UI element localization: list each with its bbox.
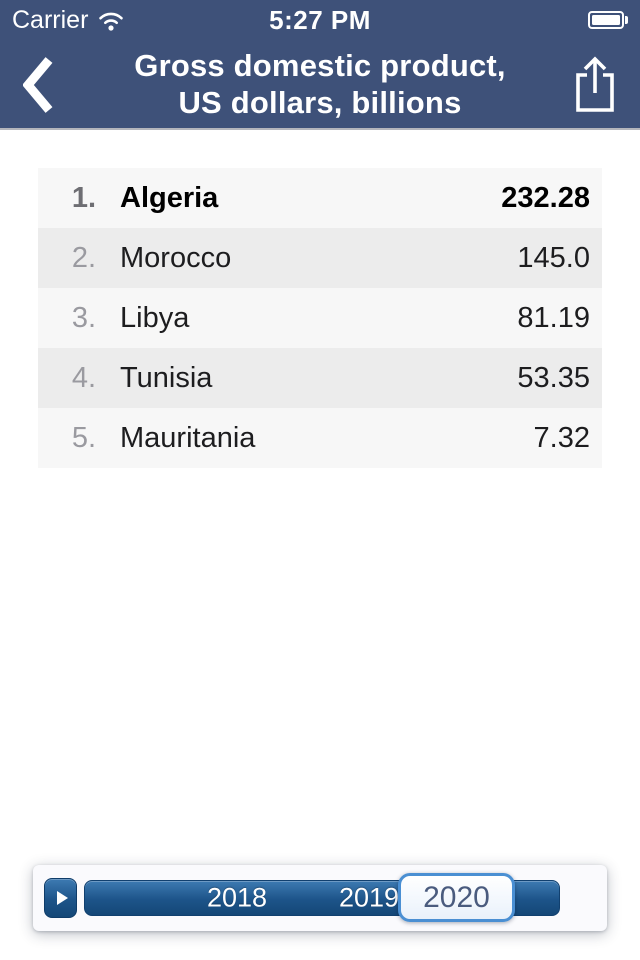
rank-label: 1. (71, 181, 96, 214)
battery-icon (588, 11, 628, 29)
carrier-label: Carrier (12, 5, 89, 34)
wifi-icon (99, 12, 124, 31)
page-title-line2: US dollars, billions (178, 85, 462, 120)
country-value: 145.0 (517, 241, 590, 274)
country-ranking-table: 1. Algeria 232.28 2. Morocco 145.0 3. Li… (38, 168, 602, 468)
year-toolbar: 2018 2019 2020 (33, 865, 607, 931)
country-value: 7.32 (533, 421, 590, 454)
country-name: Tunisia (120, 361, 213, 394)
table-row[interactable]: 5. Mauritania 7.32 (38, 408, 602, 468)
play-icon (56, 891, 68, 905)
rank-label: 3. (71, 301, 96, 334)
country-value: 53.35 (517, 361, 590, 394)
year-option-2019[interactable]: 2019 (338, 882, 400, 913)
nav-bar: Gross domestic product, US dollars, bill… (0, 40, 640, 130)
country-value: 81.19 (517, 301, 590, 334)
table-row[interactable]: 1. Algeria 232.28 (38, 168, 602, 228)
page-title-line1: Gross domestic product, (134, 48, 506, 83)
country-value: 232.28 (501, 181, 590, 214)
rank-label: 5. (71, 421, 96, 454)
table-row[interactable]: 3. Libya 81.19 (38, 288, 602, 348)
rank-label: 2. (71, 241, 96, 274)
chevron-left-icon (23, 57, 53, 113)
year-option-2018[interactable]: 2018 (206, 882, 268, 913)
rank-label: 4. (71, 361, 96, 394)
year-slider-thumb[interactable]: 2020 (398, 873, 515, 922)
country-name: Algeria (120, 181, 219, 214)
country-name: Morocco (120, 241, 232, 274)
play-button[interactable] (44, 878, 77, 918)
share-icon (576, 56, 614, 112)
table-row[interactable]: 2. Morocco 145.0 (38, 228, 602, 288)
country-name: Mauritania (120, 421, 256, 454)
status-bar: Carrier 5:27 PM (0, 0, 640, 40)
back-button[interactable] (14, 52, 62, 118)
table-row[interactable]: 4. Tunisia 53.35 (38, 348, 602, 408)
page-title: Gross domestic product, US dollars, bill… (80, 40, 560, 128)
clock-label: 5:27 PM (269, 4, 371, 35)
share-button[interactable] (566, 54, 624, 116)
country-name: Libya (120, 301, 190, 334)
header: Carrier 5:27 PM Gross domestic product, … (0, 0, 640, 130)
